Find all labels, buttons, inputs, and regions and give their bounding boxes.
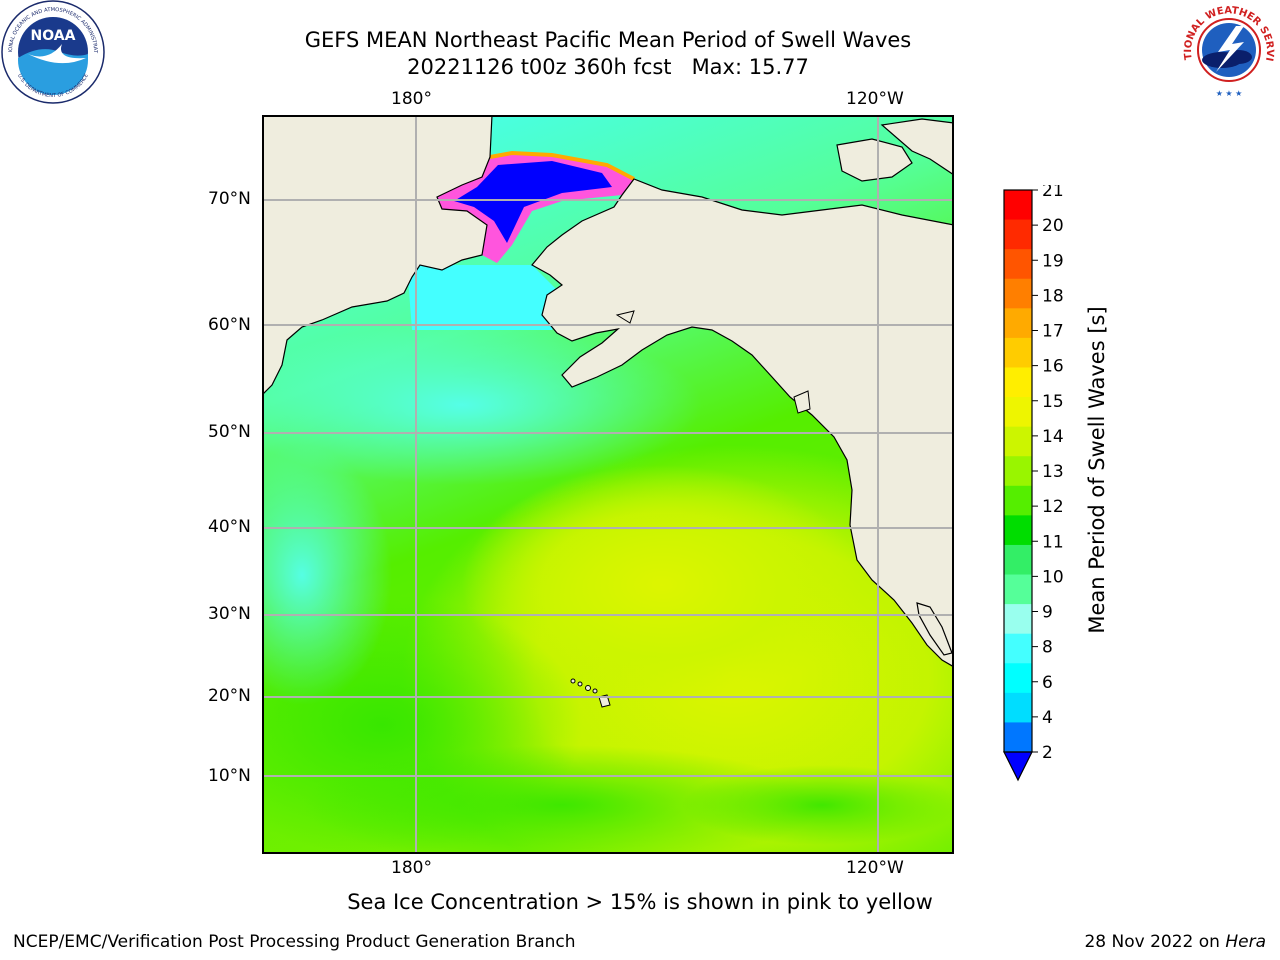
noaa-logo-text: NOAA (31, 28, 76, 44)
lon-tick-top-180: 180° (391, 89, 432, 109)
lat-tick-20n: 20°N (208, 686, 251, 706)
footer-left: NCEP/EMC/Verification Post Processing Pr… (13, 932, 576, 952)
land-alaska-canada (531, 178, 954, 668)
colorbar-segment (1004, 278, 1032, 309)
nws-logo: NATIONAL WEATHER SERVICE ★ ★ ★ (1178, 0, 1278, 99)
lat-tick-50n: 50°N (208, 422, 251, 442)
colorbar-tick-label: 11 (1042, 532, 1064, 552)
land-island (615, 310, 635, 324)
lon-tick-bottom-120w: 120°W (846, 858, 904, 878)
colorbar-extend-triangle (1003, 751, 1033, 782)
swell-yellow-region (462, 465, 862, 705)
colorbar-segment (1004, 663, 1032, 694)
noaa-logo: NOAA NATIONAL OCEANIC AND ATMOSPHERIC AD… (0, 0, 105, 104)
swell-green-region (682, 765, 954, 845)
lon-tick-top-120w: 120°W (846, 89, 904, 109)
sea-ice-note: Sea Ice Concentration > 15% is shown in … (347, 890, 933, 914)
colorbar-tick-label: 12 (1042, 497, 1064, 517)
colorbar: 21 20 19 18 17 16 15 14 13 12 11 10 9 8 6 4 2 (1003, 185, 1064, 782)
colorbar-tick-label: 9 (1042, 603, 1053, 623)
colorbar-segment (1004, 722, 1032, 753)
colorbar-tick-label: 21 (1042, 185, 1064, 201)
colorbar-tick-label: 15 (1042, 392, 1064, 412)
nws-stars-icon: ★ ★ ★ (1216, 89, 1243, 98)
colorbar-tick-label: 2 (1042, 743, 1053, 763)
colorbar-tick-label: 13 (1042, 462, 1064, 482)
colorbar-segment (1004, 515, 1032, 546)
colorbar-segment (1004, 574, 1032, 605)
colorbar-tick-label: 16 (1042, 357, 1064, 377)
colorbar-segment (1004, 485, 1032, 516)
swell-cyan-region (262, 445, 392, 705)
graticule (262, 115, 954, 854)
footer-date: 28 Nov 2022 on (1084, 932, 1226, 952)
colorbar-tick-label: 14 (1042, 427, 1064, 447)
colorbar-segment (1004, 337, 1032, 368)
chart-title: GEFS MEAN Northeast Pacific Mean Period … (304, 28, 912, 52)
swell-green-region (302, 745, 822, 854)
lat-tick-30n: 30°N (208, 604, 251, 624)
colorbar-segment (1004, 604, 1032, 635)
colorbar-segment (1004, 692, 1032, 723)
colorbar-tick-label: 8 (1042, 638, 1053, 658)
colorbar-label: Mean Period of Swell Waves [s] (1085, 306, 1109, 634)
colorbar-segment (1004, 456, 1032, 487)
arctic-ice-field (454, 161, 612, 243)
colorbar-tick-label: 4 (1042, 708, 1053, 728)
colorbar-tick-label: 19 (1042, 251, 1064, 271)
colorbar-segment (1004, 249, 1032, 280)
colorbar-segment (1004, 633, 1032, 664)
chart-subtitle: 20221126 t00z 360h fcst Max: 15.77 (407, 55, 809, 79)
colorbar-segment (1004, 426, 1032, 457)
colorbar-segment (1004, 544, 1032, 576)
footer-right: 28 Nov 2022 on Hera (1084, 932, 1266, 952)
colorbar-tick-label: 20 (1042, 216, 1064, 236)
colorbar-segment (1004, 308, 1032, 339)
colorbar-segment (1004, 367, 1032, 398)
lat-tick-10n: 10°N (208, 766, 251, 786)
colorbar-tick-label: 6 (1042, 673, 1053, 693)
swell-period-map (262, 115, 954, 854)
land-siberia (262, 115, 954, 396)
lat-tick-40n: 40°N (208, 517, 251, 537)
colorbar-segment (1004, 190, 1032, 221)
land-arctic-island (880, 118, 954, 176)
colorbar-segment (1004, 219, 1032, 250)
land-island (793, 390, 811, 414)
footer-machine: Hera (1225, 932, 1266, 952)
colorbar-tick-label: 18 (1042, 286, 1064, 306)
lat-tick-60n: 60°N (208, 315, 251, 335)
colorbar-segment (1004, 397, 1032, 428)
bering-sea-field (407, 265, 562, 330)
colorbar-tick-label: 10 (1042, 567, 1064, 587)
arctic-ice-edge (489, 150, 635, 181)
lat-tick-70n: 70°N (208, 189, 251, 209)
colorbar-tick-label: 17 (1042, 322, 1064, 342)
lon-tick-bottom-180: 180° (391, 858, 432, 878)
map-frame (262, 115, 954, 854)
